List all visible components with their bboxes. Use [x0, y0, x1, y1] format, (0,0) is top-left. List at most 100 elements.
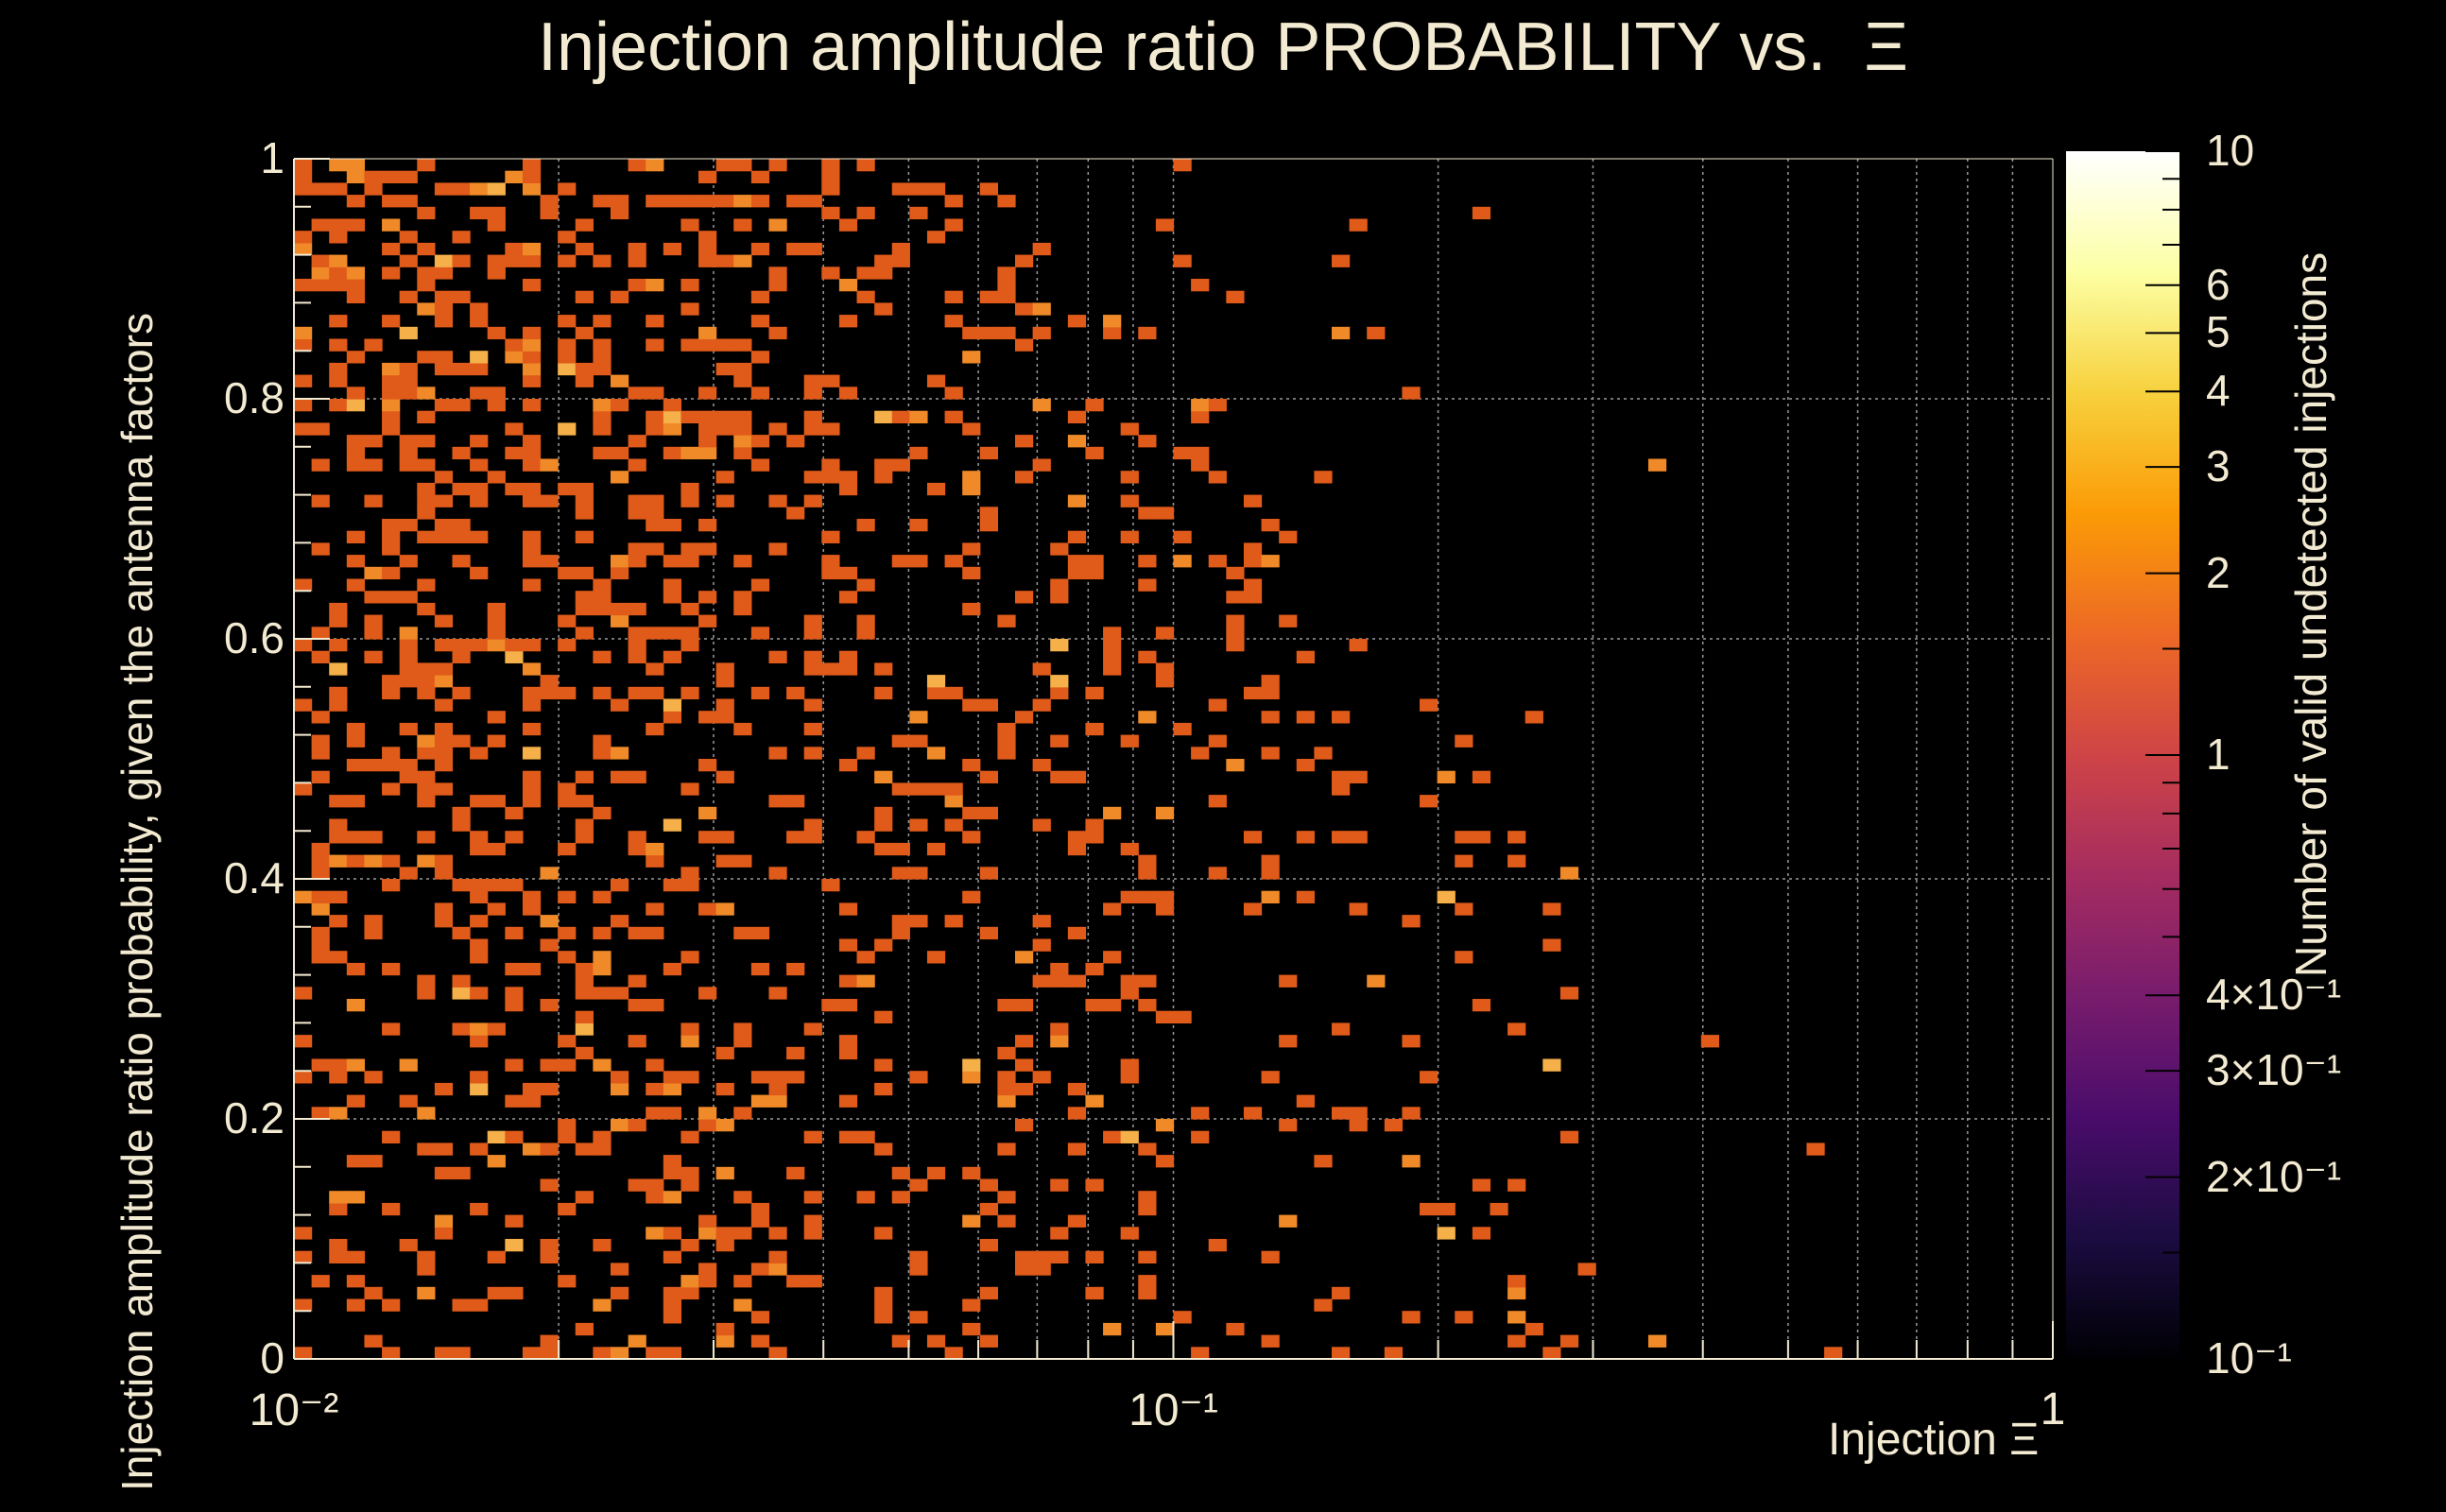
heatmap-cell	[838, 566, 858, 580]
heatmap-cell	[575, 218, 594, 232]
heatmap-cell	[698, 410, 717, 423]
heatmap-cell	[558, 1035, 577, 1048]
heatmap-cell	[698, 902, 717, 916]
heatmap-cell	[1155, 806, 1175, 820]
heatmap-cell	[733, 410, 752, 423]
heatmap-cell	[680, 1130, 699, 1143]
heatmap-cell	[838, 938, 858, 952]
heatmap-cell	[505, 987, 524, 1000]
heatmap-cell	[1472, 831, 1491, 844]
heatmap-cell	[1032, 759, 1051, 772]
heatmap-cell	[663, 818, 682, 832]
heatmap-cell	[997, 290, 1016, 303]
heatmap-cell	[909, 1250, 928, 1263]
heatmap-cell	[346, 555, 366, 568]
heatmap-cell	[1472, 206, 1491, 220]
heatmap-cell	[680, 951, 699, 964]
heatmap-cell	[470, 987, 489, 1000]
heatmap-cell	[891, 555, 910, 568]
heatmap-cell	[452, 254, 471, 267]
heatmap-cell	[487, 387, 506, 400]
heatmap-cell	[874, 1298, 893, 1312]
heatmap-cell	[698, 446, 717, 460]
heatmap-cell	[1349, 831, 1368, 844]
heatmap-cell	[997, 734, 1016, 747]
heatmap-cell	[540, 1143, 559, 1156]
heatmap-cell	[1559, 1334, 1579, 1348]
heatmap-cell	[522, 530, 542, 543]
heatmap-cell	[1085, 818, 1104, 832]
heatmap-cell	[1507, 1311, 1526, 1324]
heatmap-cell	[346, 290, 366, 303]
heatmap-cell	[715, 1239, 734, 1252]
heatmap-cell	[646, 159, 664, 172]
heatmap-cell	[558, 351, 577, 364]
heatmap-cell	[417, 410, 436, 423]
heatmap-cell	[733, 218, 752, 232]
heatmap-cell	[610, 602, 629, 616]
heatmap-cell	[540, 915, 559, 928]
heatmap-cell	[346, 351, 366, 364]
heatmap-cell	[470, 435, 489, 448]
heatmap-cell	[979, 290, 998, 303]
heatmap-cell	[663, 1298, 682, 1312]
heatmap-cell	[417, 266, 436, 280]
heatmap-cell	[856, 974, 875, 988]
heatmap-cell	[311, 650, 330, 663]
heatmap-cell	[575, 770, 594, 783]
heatmap-cell	[821, 879, 840, 892]
heatmap-cell	[505, 879, 524, 892]
heatmap-cell	[750, 170, 770, 183]
heatmap-cell	[558, 951, 577, 964]
heatmap-cell	[1191, 446, 1210, 460]
heatmap-cell	[399, 231, 418, 244]
heatmap-cell	[294, 279, 313, 292]
heatmap-cell	[399, 1058, 418, 1072]
heatmap-cell	[364, 182, 383, 196]
heatmap-cell	[997, 747, 1016, 760]
heatmap-cell	[505, 926, 524, 940]
heatmap-cell	[593, 410, 612, 423]
heatmap-cell	[874, 938, 893, 952]
heatmap-cell	[1120, 1058, 1139, 1072]
heatmap-cell	[944, 818, 963, 832]
heatmap-cell	[1050, 675, 1069, 688]
heatmap-cell	[294, 1347, 313, 1360]
heatmap-cell	[558, 254, 577, 267]
heatmap-cell	[522, 374, 542, 387]
heatmap-cell	[311, 902, 330, 916]
heatmap-cell	[487, 326, 506, 340]
heatmap-cell	[522, 686, 542, 700]
heatmap-cell	[452, 1022, 471, 1036]
heatmap-cell	[329, 795, 348, 808]
heatmap-cell	[698, 170, 717, 183]
heatmap-cell	[294, 170, 313, 183]
heatmap-cell	[1559, 1130, 1579, 1143]
heatmap-cell	[522, 159, 542, 172]
heatmap-cell	[768, 279, 787, 292]
heatmap-cell	[522, 555, 542, 568]
heatmap-cell	[1331, 326, 1351, 340]
heatmap-cell	[663, 1286, 682, 1300]
heatmap-cell	[470, 795, 489, 808]
heatmap-cell	[329, 399, 348, 412]
heatmap-cell	[715, 1082, 734, 1096]
heatmap-cell	[979, 519, 998, 532]
heatmap-cell	[1050, 686, 1069, 700]
heatmap-cell	[487, 902, 506, 916]
heatmap-cell	[452, 1298, 471, 1312]
heatmap-cell	[1824, 1347, 1843, 1360]
heatmap-cell	[1524, 711, 1543, 724]
heatmap-cell	[610, 555, 629, 568]
heatmap-cell	[346, 578, 366, 592]
heatmap-cell	[1384, 1347, 1404, 1360]
heatmap-cell	[382, 374, 401, 387]
heatmap-cell	[1120, 1071, 1139, 1084]
heatmap-cell	[962, 482, 981, 496]
heatmap-cell	[417, 1286, 436, 1300]
heatmap-cell	[470, 482, 489, 496]
heatmap-cell	[1455, 902, 1473, 916]
heatmap-cell	[1085, 999, 1104, 1012]
heatmap-cell	[434, 854, 454, 868]
heatmap-cell	[750, 458, 770, 472]
